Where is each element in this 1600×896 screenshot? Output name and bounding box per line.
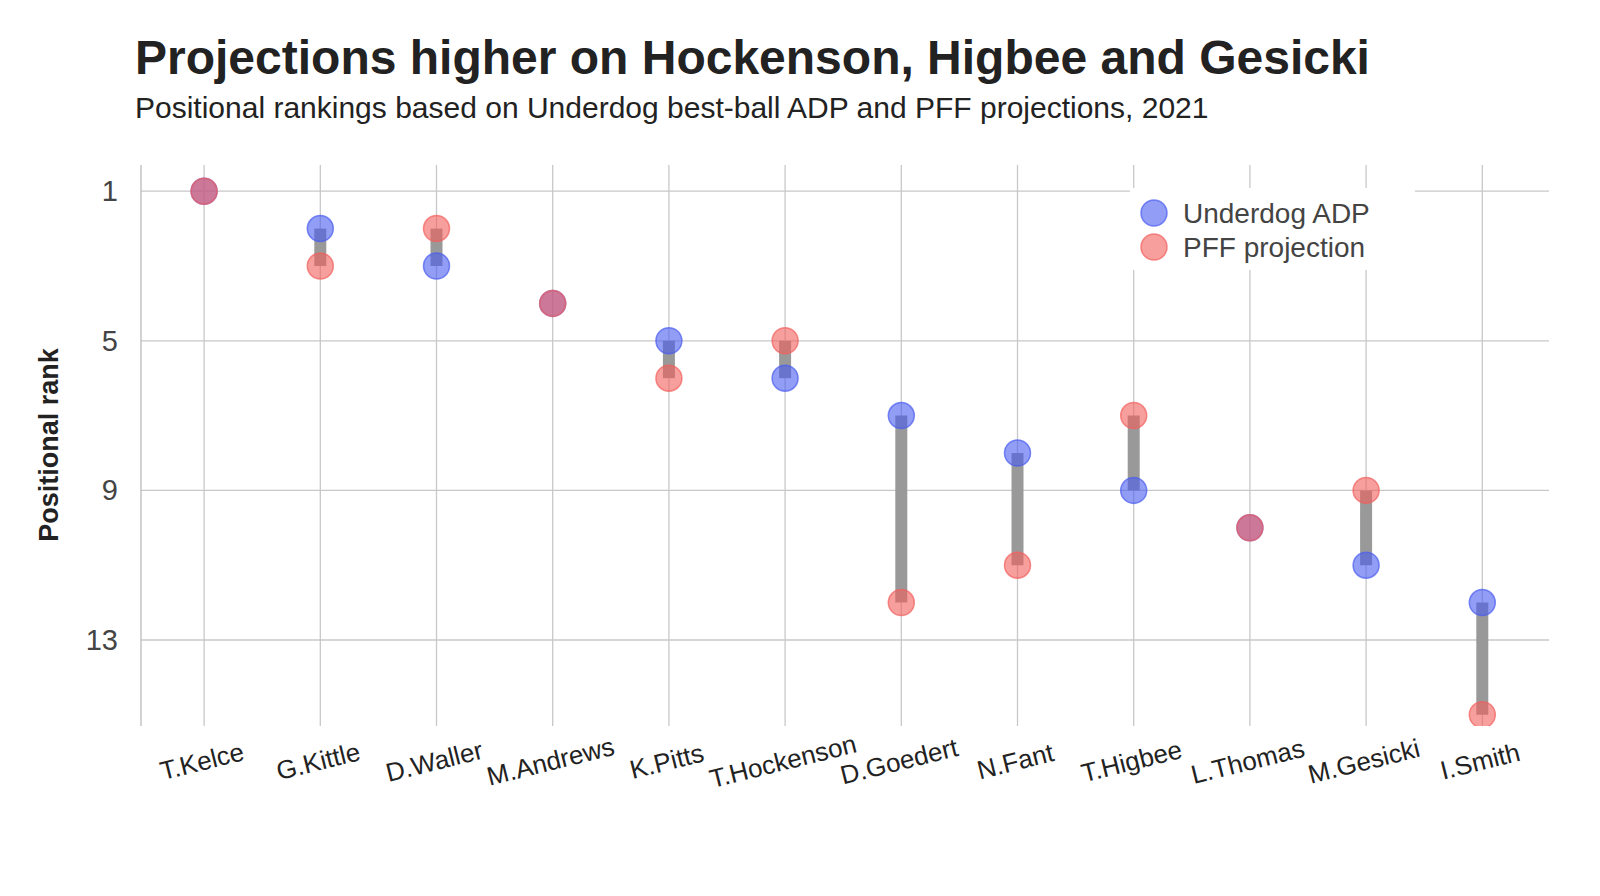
point: [888, 590, 914, 616]
point: [772, 328, 798, 354]
point: [1469, 702, 1495, 726]
x-tick-label: T.Higbee: [1078, 734, 1185, 788]
legend-swatch: [1141, 234, 1167, 260]
point: [1353, 552, 1379, 578]
point: [540, 290, 566, 316]
y-grid: [141, 340, 1549, 341]
point: [307, 253, 333, 279]
point: [656, 328, 682, 354]
connector: [1476, 603, 1488, 715]
connector: [895, 416, 907, 603]
point: [772, 365, 798, 391]
x-tick-label: M.Gesicki: [1305, 733, 1423, 790]
x-tick-label: D.Goedert: [837, 732, 961, 790]
connector: [1012, 453, 1024, 565]
x-tick-label: D.Waller: [383, 735, 486, 788]
point: [191, 178, 217, 204]
y-grid: [141, 639, 1549, 640]
y-grid: [141, 490, 1549, 491]
x-tick-label: N.Fant: [974, 737, 1058, 785]
legend-label: PFF projection: [1183, 232, 1365, 263]
y-tick-label: 1: [102, 175, 118, 207]
legend-label: Underdog ADP: [1183, 198, 1370, 229]
x-grid: [436, 165, 437, 726]
x-grid: [784, 165, 785, 726]
x-tick-label: T.Kelce: [157, 736, 247, 786]
marks: [191, 178, 1495, 726]
point: [1005, 552, 1031, 578]
point: [1469, 590, 1495, 616]
point: [1353, 477, 1379, 503]
point: [1237, 515, 1263, 541]
y-axis-line: [140, 165, 141, 726]
point: [656, 365, 682, 391]
point: [1237, 515, 1263, 541]
x-grid: [901, 165, 902, 726]
point: [424, 253, 450, 279]
x-tick-label: I.Smith: [1437, 737, 1523, 786]
x-tick-label: L.Thomas: [1188, 733, 1307, 790]
point: [1121, 477, 1147, 503]
point: [1005, 440, 1031, 466]
legend-swatch: [1141, 200, 1167, 226]
x-tick-label: K.Pitts: [627, 738, 707, 785]
y-axis-label: Positional rank: [34, 347, 64, 542]
legend: Underdog ADPPFF projection: [1130, 188, 1415, 270]
x-grid: [320, 165, 321, 726]
title: Projections higher on Hockenson, Higbee …: [135, 31, 1370, 84]
x-grid: [668, 165, 669, 726]
x-grid: [203, 165, 204, 726]
y-tick-label: 9: [102, 474, 118, 506]
subtitle: Positional rankings based on Underdog be…: [135, 91, 1208, 124]
y-tick-label: 5: [102, 325, 118, 357]
y-tick-label: 13: [86, 624, 118, 656]
chart: Projections higher on Hockenson, Higbee …: [0, 0, 1600, 896]
point: [307, 216, 333, 242]
x-grid: [1482, 165, 1483, 726]
x-grid: [552, 165, 553, 726]
point: [191, 178, 217, 204]
point: [888, 403, 914, 429]
point: [424, 216, 450, 242]
legend-box: [1130, 188, 1415, 270]
x-tick-label: M.Andrews: [484, 731, 617, 792]
x-tick-label: G.Kittle: [273, 736, 363, 786]
point: [1121, 403, 1147, 429]
point: [540, 290, 566, 316]
